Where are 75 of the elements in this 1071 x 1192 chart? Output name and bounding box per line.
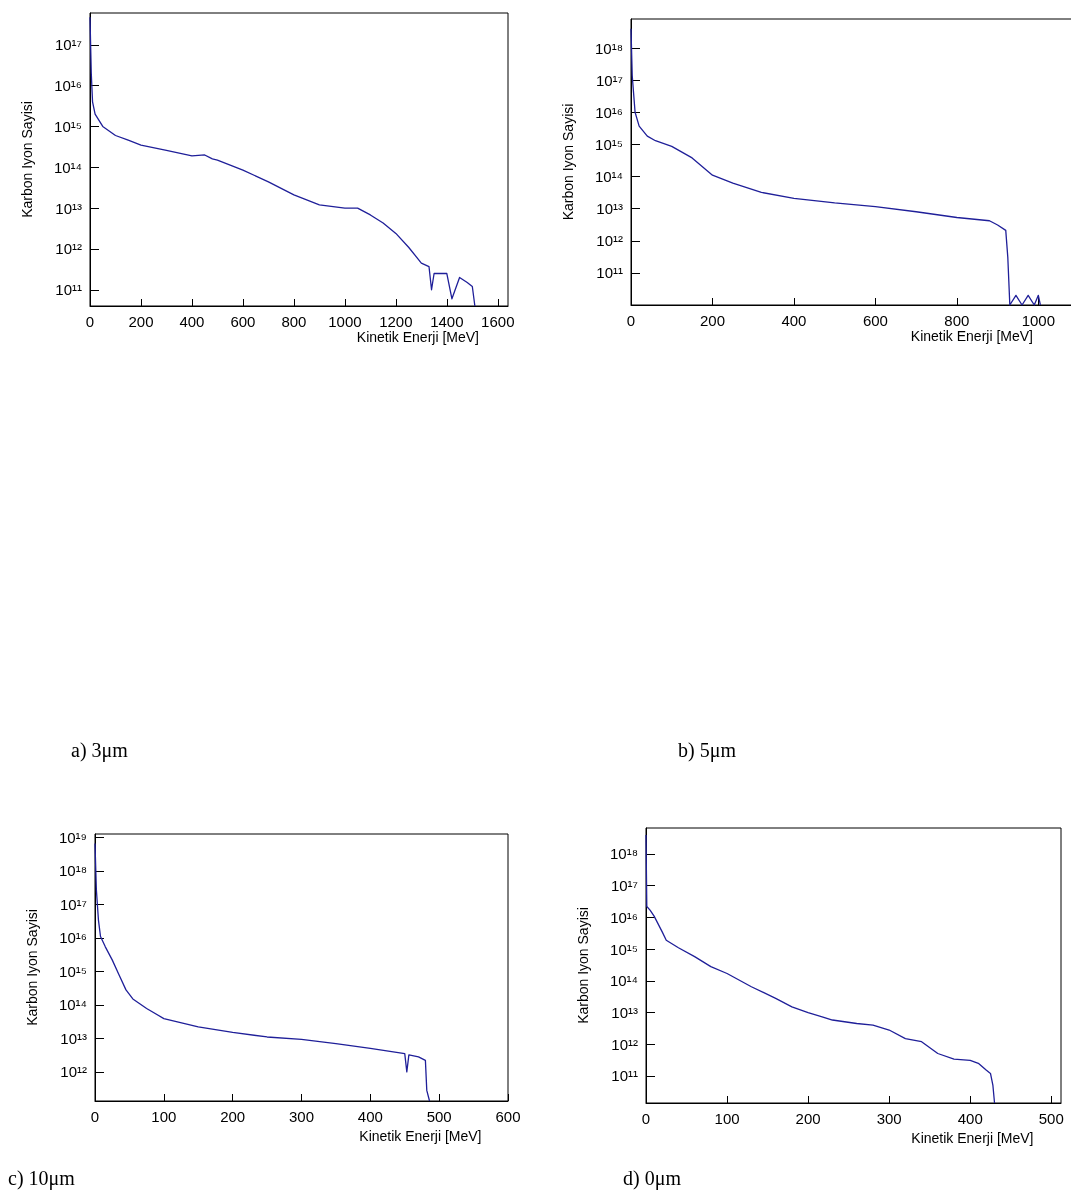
y-tick-label: 10¹⁸ [58,862,87,880]
x-tick-label: 1000 [1021,312,1056,329]
x-tick-label: 200 [699,312,725,329]
line-series [630,28,1042,306]
y-tick-label: 10¹⁷ [59,895,87,913]
x-tick-label: 100 [714,1110,740,1127]
x-tick-label: 600 [230,313,256,330]
x-tick-label: 200 [795,1110,821,1127]
y-tick-label: 10¹⁴ [609,972,638,990]
x-tick-label: 500 [426,1108,452,1125]
text: b) 5μm [678,739,737,762]
x-tick-label: 1200 [379,313,413,330]
y-tick-label: 10¹⁶ [595,103,623,121]
x-tick-label: 800 [281,313,307,330]
x-tick-label: 0 [641,1110,651,1127]
y-axis-title: Karbon Iyon Sayisi [560,103,576,221]
y-tick-label: 10¹¹ [596,264,623,282]
y-tick-label: 10¹⁴ [58,996,87,1014]
y-tick-label: 10¹³ [596,200,623,218]
x-tick-label: 100 [151,1108,177,1125]
y-tick-label: 10¹⁵ [59,962,87,980]
y-tick-label: 10¹⁷ [595,71,623,89]
x-tick-label: 800 [944,312,970,329]
line-series [94,842,431,1102]
x-tick-label: 0 [85,313,95,330]
y-tick-label: 10¹⁷ [54,36,82,54]
y-axis-title: Karbon Iyon Sayisi [575,907,591,1024]
y-tick-label: 10¹¹ [55,281,82,299]
x-tick-label: 400 [179,313,205,330]
x-tick-label: 400 [357,1108,383,1125]
y-tick-label: 10¹¹ [611,1067,638,1085]
x-tick-label: 0 [90,1108,100,1125]
line-series [645,834,996,1104]
x-tick-label: 600 [862,312,888,329]
x-tick-label: 1000 [328,313,362,330]
line-series [89,16,476,307]
y-tick-label: 10¹³ [55,199,82,217]
x-tick-label: 1600 [481,313,515,330]
y-tick-label: 10¹⁷ [610,877,638,895]
x-tick-label: 400 [781,312,807,329]
x-tick-label: 500 [1038,1110,1064,1127]
y-tick-label: 10¹² [611,1035,638,1053]
y-tick-label: 10¹⁴ [53,158,82,176]
x-tick-label: 300 [876,1110,902,1127]
x-axis-title: Kinetik Enerji [MeV] [356,329,479,345]
text: c) 10μm [8,1167,76,1190]
y-tick-label: 10¹² [596,232,623,250]
x-tick-label: 1400 [430,313,464,330]
y-tick-label: 10¹⁶ [610,908,638,926]
y-tick-label: 10¹² [55,240,82,258]
x-tick-label: 300 [288,1108,315,1125]
x-axis-title: Kinetik Enerji [MeV] [910,328,1033,344]
y-tick-label: 10¹³ [611,1004,638,1022]
text: d) 0μm [623,1167,682,1190]
y-tick-label: 10¹⁶ [54,77,82,95]
y-tick-label: 10¹³ [60,1029,87,1047]
y-tick-label: 10¹⁸ [609,845,638,863]
y-axis-title: Karbon Iyon Sayisi [24,909,40,1026]
x-tick-label: 600 [495,1108,521,1125]
y-tick-label: 10¹⁶ [59,929,87,947]
x-axis-title: Kinetik Enerji [MeV] [911,1129,1034,1146]
x-tick-label: 0 [626,312,636,329]
x-tick-label: 400 [957,1110,983,1127]
text: a) 3μm [71,739,129,762]
y-tick-label: 10¹⁹ [58,828,87,846]
y-tick-label: 10¹⁴ [594,168,623,186]
y-tick-label: 10¹⁸ [594,39,623,57]
x-axis-title: Kinetik Enerji [MeV] [359,1127,482,1144]
x-tick-label: 200 [220,1108,246,1125]
y-tick-label: 10¹⁵ [54,117,82,135]
y-tick-label: 10¹² [60,1063,87,1081]
x-tick-label: 200 [128,313,154,330]
y-tick-label: 10¹⁵ [610,940,638,958]
y-tick-label: 10¹⁵ [595,135,623,153]
y-axis-title: Karbon Iyon Sayisi [19,101,35,218]
